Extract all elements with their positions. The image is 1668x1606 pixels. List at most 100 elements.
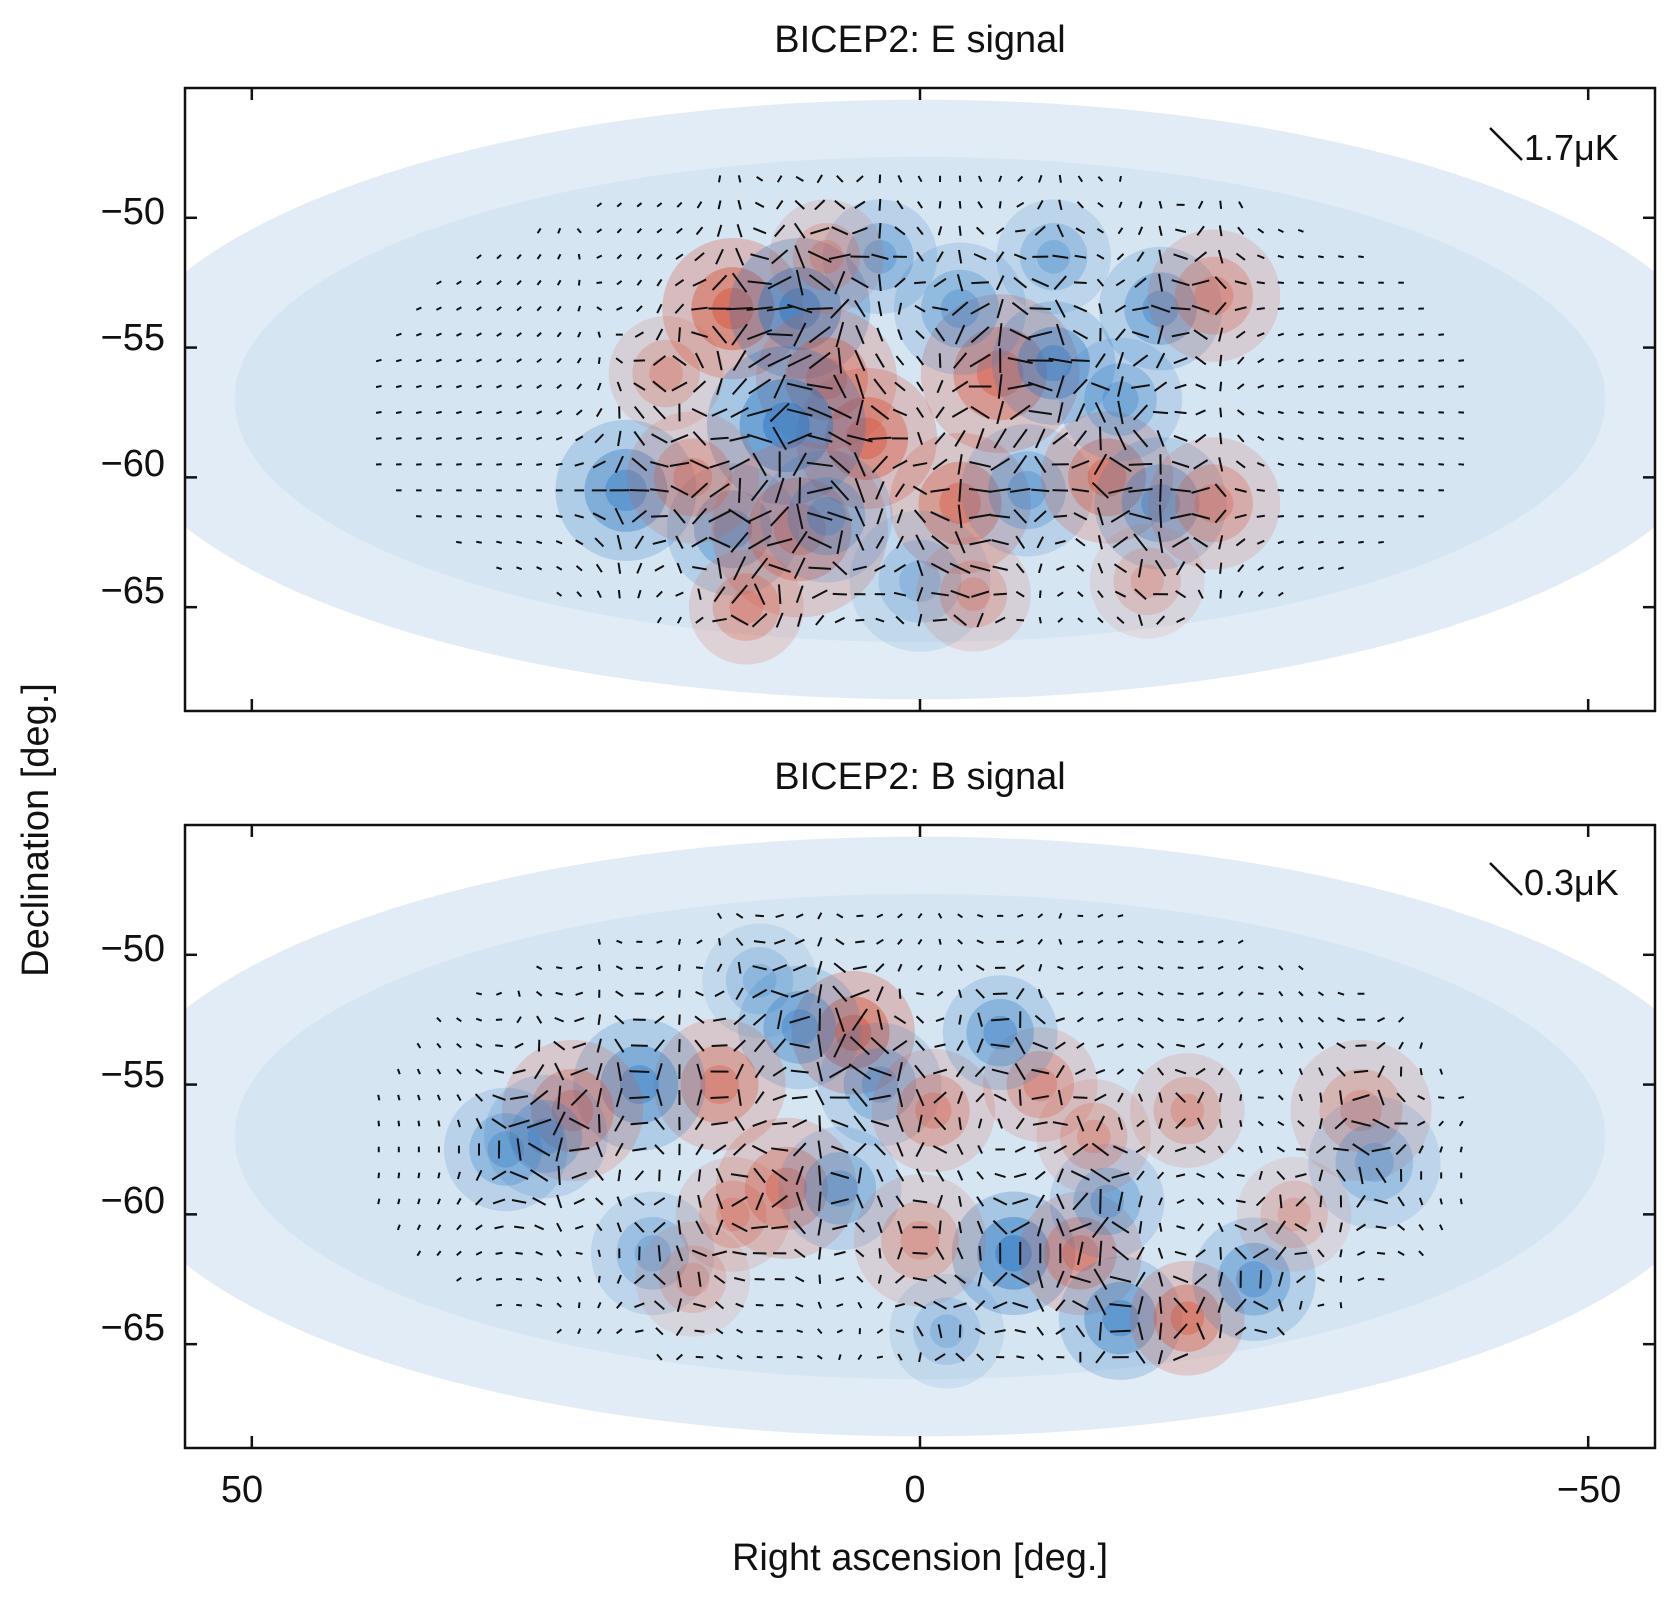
- polarization-vector: [830, 480, 850, 501]
- polarization-vector: [536, 358, 542, 364]
- polarization-vector: [597, 1114, 601, 1133]
- polarization-vector: [635, 1329, 644, 1334]
- polarization-vector: [1018, 1089, 1022, 1106]
- polarization-vector: [1137, 991, 1144, 996]
- polarization-vector: [747, 509, 772, 523]
- polarization-vector: [1075, 403, 1086, 422]
- polarization-vector: [1010, 1273, 1030, 1286]
- polarization-vector: [1014, 1328, 1026, 1334]
- polarization-vector: [1217, 1222, 1224, 1233]
- polarization-vector: [1439, 1224, 1444, 1231]
- polarization-vector: [656, 1353, 663, 1361]
- polarization-vector: [616, 306, 623, 311]
- polarization-vector: [671, 381, 688, 392]
- polarization-vector: [1073, 430, 1088, 447]
- polarization-vector: [1138, 201, 1143, 209]
- polarization-vector: [475, 1017, 483, 1022]
- polarization-vector: [536, 540, 543, 545]
- polarization-vector: [958, 1117, 962, 1130]
- polarization-vector: [1072, 1192, 1089, 1211]
- polarization-vector: [456, 358, 462, 363]
- polarization-vector: [1377, 1065, 1385, 1078]
- polarization-vector: [896, 1142, 904, 1157]
- polarization-vector: [614, 1115, 625, 1132]
- polarization-vector: [806, 434, 833, 443]
- polarization-vector: [495, 1277, 503, 1281]
- polarization-vector: [536, 279, 542, 286]
- polarization-vector: [1398, 333, 1404, 336]
- polarization-vector: [817, 936, 823, 947]
- polarization-vector: [876, 1355, 884, 1359]
- polarization-vector: [1157, 1017, 1164, 1023]
- polarization-vector: [652, 405, 666, 420]
- polarization-vector: [1218, 1093, 1223, 1103]
- polarization-vector: [557, 1165, 561, 1186]
- polarization-vector: [1196, 1172, 1206, 1179]
- polarization-vector: [1217, 1145, 1224, 1154]
- polarization-vector: [1097, 535, 1103, 550]
- polarization-vector: [1108, 486, 1133, 495]
- polarization-vector: [716, 224, 723, 237]
- polarization-vector: [575, 435, 584, 442]
- polarization-vector: [717, 200, 722, 210]
- polarization-vector: [1176, 617, 1186, 624]
- polarization-vector: [878, 274, 882, 292]
- polarization-vector: [695, 1220, 704, 1235]
- polarization-vector: [1375, 1225, 1387, 1230]
- map-spot-core: [835, 1014, 872, 1051]
- map-spot: [699, 1180, 767, 1249]
- polarization-vector: [1236, 1173, 1245, 1177]
- polarization-vector: [516, 1303, 523, 1307]
- polarization-vector: [1338, 385, 1344, 388]
- polarization-vector: [1358, 255, 1364, 259]
- polarization-vector: [1137, 558, 1144, 578]
- map-spot: [509, 1100, 583, 1173]
- polarization-vector: [629, 1095, 650, 1100]
- polarization-vector: [1278, 1068, 1284, 1075]
- polarization-vector: [715, 1167, 724, 1183]
- polarization-vector: [798, 477, 802, 504]
- polarization-vector: [1356, 1223, 1366, 1232]
- polarization-vector: [1097, 175, 1104, 182]
- polarization-vector: [1217, 1172, 1225, 1179]
- polarization-vector: [955, 1352, 965, 1362]
- polarization-vector: [631, 509, 648, 523]
- polarization-vector: [808, 274, 831, 292]
- polarization-vector: [655, 1327, 664, 1336]
- polarization-vector: [1114, 590, 1127, 598]
- polarization-vector: [1318, 1169, 1324, 1182]
- polarization-vector: [747, 329, 773, 341]
- polarization-vector: [1174, 1250, 1187, 1256]
- polarization-vector: [1032, 1041, 1049, 1050]
- polarization-vector: [677, 327, 681, 342]
- polarization-vector: [1153, 381, 1168, 392]
- polarization-vector: [1378, 359, 1384, 362]
- polarization-vector: [737, 1089, 742, 1106]
- polarization-vector: [935, 1169, 945, 1182]
- polarization-vector: [1317, 540, 1324, 544]
- polarization-vector: [895, 1329, 905, 1334]
- polarization-vector: [832, 592, 847, 596]
- polarization-vector: [896, 509, 904, 524]
- polarization-vector: [895, 355, 905, 366]
- polarization-vector: [1191, 512, 1211, 520]
- polarization-vector: [958, 1324, 962, 1338]
- map-spot: [693, 490, 772, 569]
- polarization-vector: [535, 990, 543, 997]
- polarization-vector: [854, 349, 866, 372]
- polarization-vector: [976, 913, 984, 918]
- polarization-vector: [878, 198, 882, 211]
- polarization-vector: [730, 531, 749, 553]
- polarization-vector: [577, 253, 581, 260]
- polarization-vector: [1097, 913, 1104, 918]
- polarization-vector: [894, 226, 906, 236]
- polarization-vector: [1117, 991, 1124, 996]
- polarization-vector: [751, 557, 769, 579]
- polarization-vector: [475, 1043, 483, 1049]
- polarization-vector: [1132, 354, 1149, 367]
- polarization-vector: [894, 1274, 906, 1284]
- polarization-vector: [1097, 617, 1104, 624]
- polarization-vector: [1397, 1016, 1405, 1023]
- polarization-vector: [516, 332, 522, 338]
- sky-footprint-core: [234, 156, 1606, 643]
